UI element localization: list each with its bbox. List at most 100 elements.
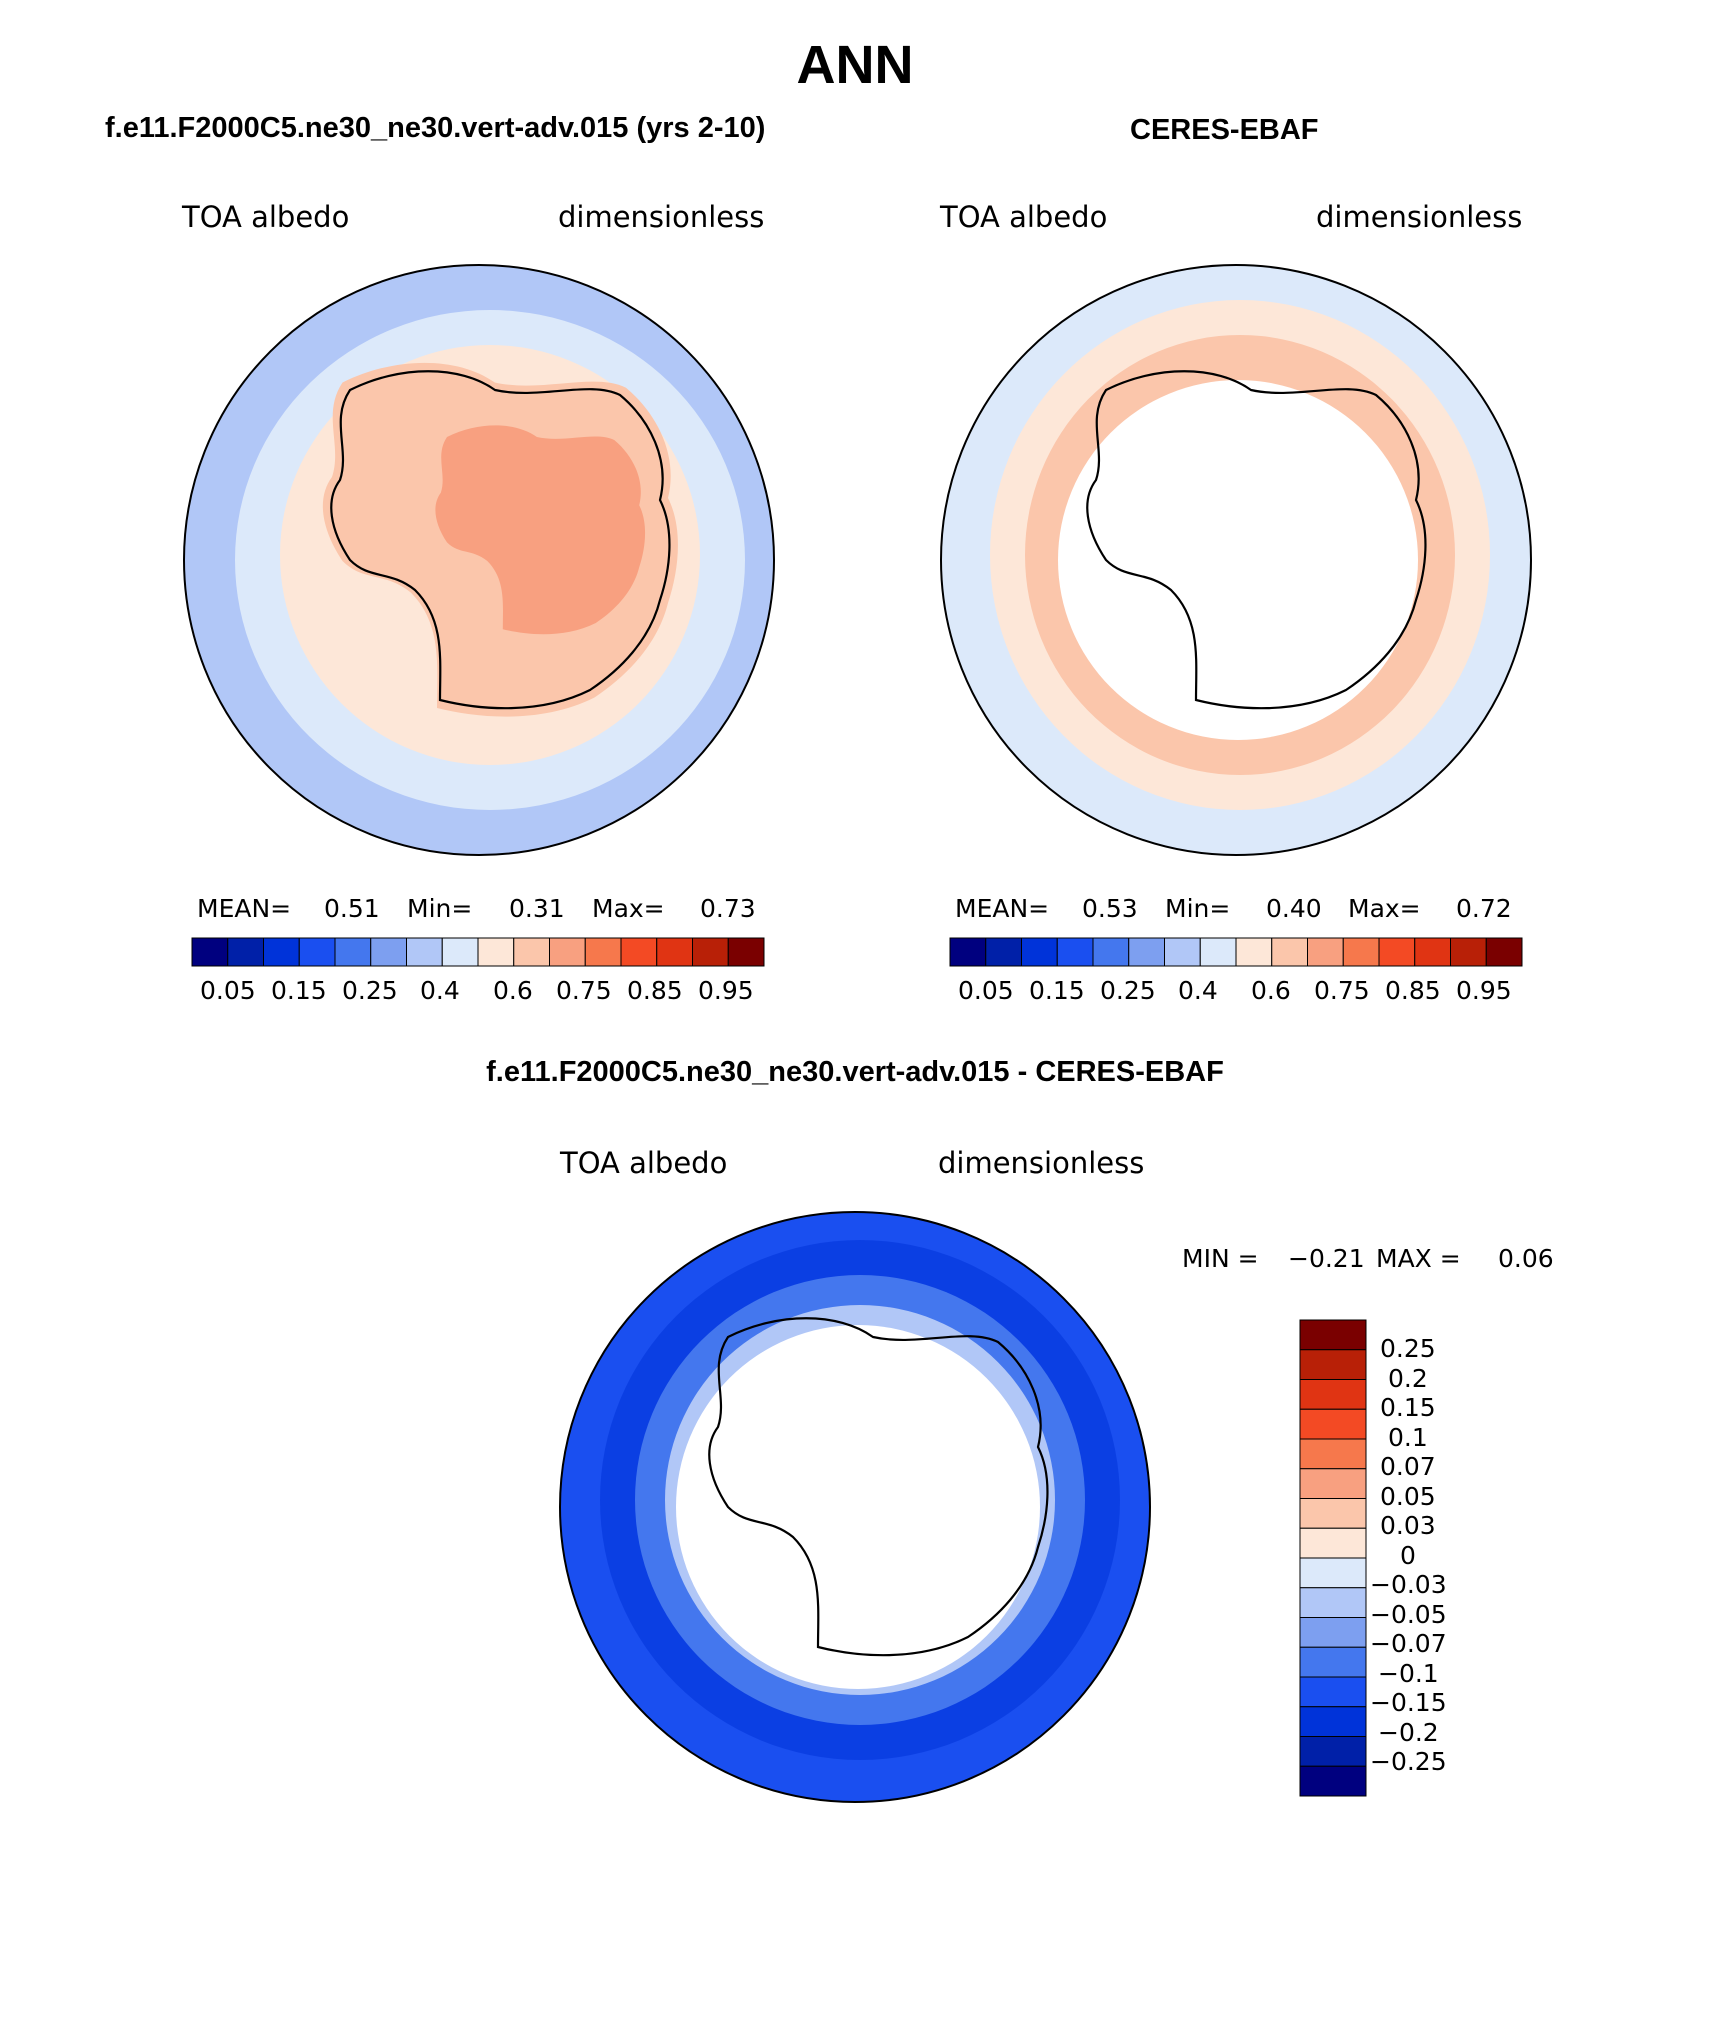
- panel1-cb-tick: 0.4: [420, 976, 460, 1005]
- panel2-colorbar-swatch: [1235, 937, 1273, 967]
- panel3-cb-tick: 0: [1400, 1541, 1416, 1570]
- panel1-max-value: 0.73: [700, 894, 756, 923]
- panel1-max-label: Max=: [592, 894, 665, 923]
- panel2-colorbar-swatch: [1342, 937, 1380, 967]
- panel2-cb-tick: 0.95: [1456, 976, 1512, 1005]
- panel3-min-value: −0.21: [1288, 1244, 1365, 1273]
- panel3-colorbar-swatch: [1299, 1765, 1367, 1797]
- panel3-colorbar-swatch: [1299, 1557, 1367, 1589]
- panel2-colorbar-swatch: [1271, 937, 1308, 967]
- panel3-colorbar-swatch: [1299, 1438, 1367, 1470]
- panel2-colorbar-swatch: [1485, 937, 1523, 967]
- panel3-left-label: TOA albedo: [560, 1146, 728, 1180]
- panel1-colorbar: [191, 937, 765, 967]
- panel1-map: [184, 265, 774, 855]
- panel2-cb-tick: 0.25: [1100, 976, 1156, 1005]
- panel3-cb-tick: −0.07: [1370, 1629, 1447, 1658]
- panel1-colorbar-swatch: [298, 937, 336, 967]
- panel1-colorbar-swatch: [656, 937, 693, 967]
- panel3-cb-tick: 0.07: [1380, 1452, 1436, 1481]
- panel3-boundary: [559, 1211, 1151, 1803]
- panel2-colorbar-swatch: [1056, 937, 1094, 967]
- panel3-cb-tick: −0.05: [1370, 1600, 1447, 1629]
- panel1-colorbar-swatch: [227, 937, 264, 967]
- panel2-map: [941, 265, 1531, 855]
- panel1-cb-tick: 0.85: [627, 976, 683, 1005]
- panel3-colorbar-swatch: [1299, 1587, 1367, 1618]
- panel3-colorbar-swatch: [1299, 1468, 1367, 1499]
- panel2-title: CERES-EBAF: [1130, 114, 1319, 146]
- panel3-colorbar-swatch: [1299, 1736, 1367, 1767]
- panel1-colorbar-swatch: [513, 937, 550, 967]
- panel2-nodata: [1058, 380, 1418, 740]
- panel3-cb-tick: 0.1: [1388, 1423, 1428, 1452]
- panel1-colorbar-swatch: [334, 937, 372, 967]
- panel3-colorbar-swatch: [1299, 1617, 1367, 1648]
- panel3-max-value: 0.06: [1498, 1244, 1554, 1273]
- panel1-cb-tick: 0.25: [342, 976, 398, 1005]
- panel1-title: f.e11.F2000C5.ne30_ne30.vert-adv.015 (yr…: [105, 112, 766, 144]
- panel1-colorbar-swatch: [406, 937, 443, 967]
- panel2-colorbar-swatch: [1378, 937, 1416, 967]
- panel3-min-label: MIN =: [1182, 1244, 1259, 1273]
- panel3-cb-tick: −0.1: [1378, 1659, 1439, 1688]
- panel3-colorbar-swatch: [1299, 1646, 1367, 1678]
- panel3-cb-tick: 0.03: [1380, 1511, 1436, 1540]
- panel2-max-label: Max=: [1348, 894, 1421, 923]
- panel2-cb-tick: 0.15: [1029, 976, 1085, 1005]
- panel1-colorbar-swatch: [727, 937, 765, 967]
- panel1-cb-tick: 0.6: [493, 976, 533, 1005]
- panel2-max-value: 0.72: [1456, 894, 1512, 923]
- panel1-mean-value: 0.51: [324, 894, 380, 923]
- panel2-colorbar-swatch: [1307, 937, 1344, 967]
- panel1-boundary: [183, 264, 775, 856]
- panel3-cb-tick: −0.15: [1370, 1688, 1447, 1717]
- panel2-cb-tick: 0.4: [1178, 976, 1218, 1005]
- panel2-colorbar-swatch: [1021, 937, 1058, 967]
- panel1-cb-tick: 0.75: [556, 976, 612, 1005]
- panel1-colorbar-swatch: [692, 937, 729, 967]
- panel1-left-label: TOA albedo: [182, 200, 350, 234]
- panel2-colorbar-swatch: [949, 937, 987, 967]
- panel2-left-label: TOA albedo: [940, 200, 1108, 234]
- panel2-cb-tick: 0.75: [1314, 976, 1370, 1005]
- panel2-colorbar-swatch: [1128, 937, 1165, 967]
- panel3-cb-tick: −0.03: [1370, 1570, 1447, 1599]
- panel3-cb-tick: 0.25: [1380, 1334, 1436, 1363]
- panel2-colorbar-swatch: [1450, 937, 1487, 967]
- panel2-colorbar-swatch: [1414, 937, 1451, 967]
- panel1-colorbar-swatch: [620, 937, 658, 967]
- panel1-right-label: dimensionless: [558, 200, 765, 234]
- panel2-min-label: Min=: [1165, 894, 1231, 923]
- panel3-cb-tick: −0.25: [1370, 1747, 1447, 1776]
- panel3-colorbar-swatch: [1299, 1379, 1367, 1410]
- panel3-cb-tick: 0.05: [1380, 1482, 1436, 1511]
- panel2-min-value: 0.40: [1266, 894, 1322, 923]
- panel2-mean-value: 0.53: [1082, 894, 1138, 923]
- panel3-max-label: MAX =: [1376, 1244, 1461, 1273]
- panel3-right-label: dimensionless: [938, 1146, 1145, 1180]
- panel1-cb-tick: 0.05: [200, 976, 256, 1005]
- panel3-colorbar-swatch: [1299, 1706, 1367, 1737]
- panel3-map: [560, 1212, 1150, 1802]
- panel2-mean-label: MEAN=: [955, 894, 1050, 923]
- panel2-colorbar-swatch: [1164, 937, 1201, 967]
- panel3-cb-tick: −0.2: [1378, 1718, 1439, 1747]
- panel1-min-label: Min=: [407, 894, 473, 923]
- panel2-colorbar-swatch: [985, 937, 1022, 967]
- panel1-min-value: 0.31: [509, 894, 565, 923]
- panel2-right-label: dimensionless: [1316, 200, 1523, 234]
- panel2-boundary: [940, 264, 1532, 856]
- panel2-cb-tick: 0.6: [1251, 976, 1291, 1005]
- panel3-title: f.e11.F2000C5.ne30_ne30.vert-adv.015 - C…: [486, 1056, 1224, 1088]
- panel3-colorbar-swatch: [1299, 1498, 1367, 1529]
- panel3-nodata: [676, 1325, 1040, 1689]
- panel3-colorbar-swatch: [1299, 1527, 1367, 1559]
- panel3-colorbar-swatch: [1299, 1676, 1367, 1708]
- panel3-colorbar-swatch: [1299, 1408, 1367, 1440]
- panel2-colorbar-swatch: [1092, 937, 1130, 967]
- panel3-colorbar-swatch: [1299, 1319, 1367, 1351]
- panel1-mean-label: MEAN=: [197, 894, 292, 923]
- panel2-cb-tick: 0.85: [1385, 976, 1441, 1005]
